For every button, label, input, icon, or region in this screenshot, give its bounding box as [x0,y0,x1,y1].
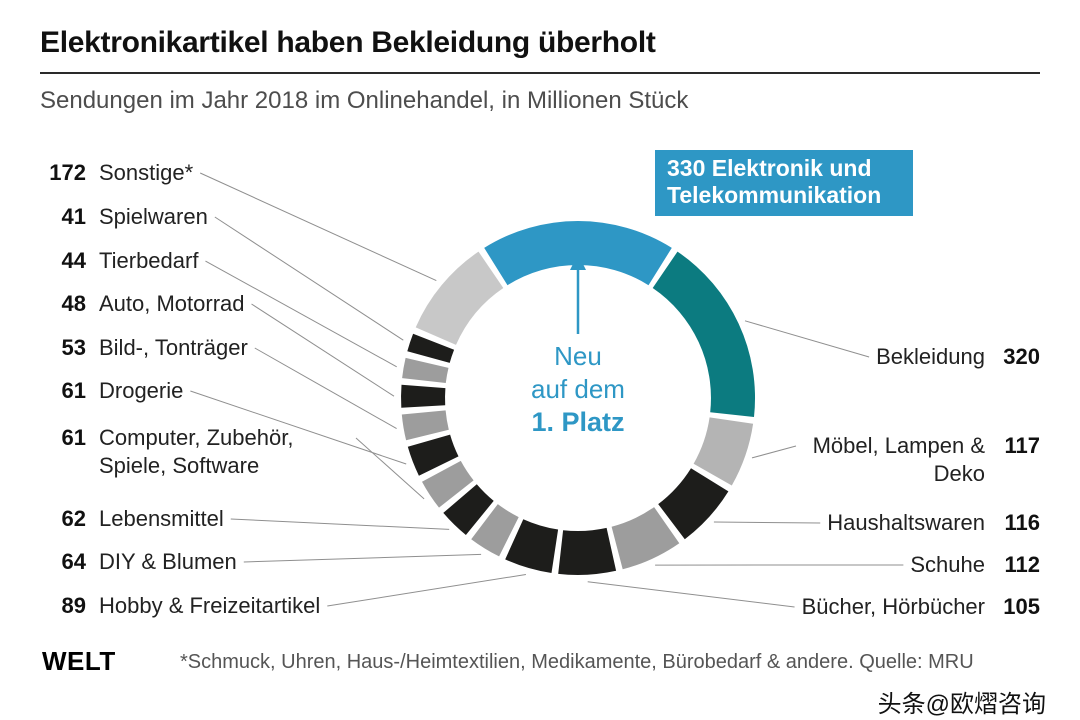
leader-line-auto [251,303,395,397]
category-label-lebensmittel: 62 Lebensmittel [38,505,224,533]
category-value: 172 [49,160,86,185]
donut-segment-diy [471,504,519,557]
category-name: Tierbedarf [99,248,199,273]
category-label-bild-tontraeger: 53 Bild-, Tonträger [38,334,248,362]
leader-line-haushaltswaren [713,521,821,524]
category-label-moebel: Möbel, Lampen & Deko 117 [803,432,1040,488]
category-label-diy: 64 DIY & Blumen [38,548,237,576]
leader-line-spielwaren [214,216,404,341]
category-name: DIY & Blumen [99,549,237,574]
donut-segment-moebel [693,417,754,486]
donut-segment-buecher [558,527,617,575]
donut-segment-tierbedarf [402,357,449,383]
category-value: 105 [1003,594,1040,619]
center-note-line2: auf dem [531,374,625,404]
category-name: Sonstige* [99,160,194,185]
header: Elektronikartikel haben Bekleidung überh… [40,26,1040,115]
category-name: Hobby & Freizeitartikel [99,593,321,618]
center-annotation: Neu auf dem 1. Platz [478,340,678,439]
category-value: 64 [61,549,86,574]
donut-segment-hobby [505,519,559,573]
category-label-sonstige: 172 Sonstige* [38,159,193,187]
category-name: Bild-, Tonträger [99,335,248,360]
donut-segment-sonstige [415,251,504,345]
category-label-schuhe: Schuhe 112 [910,551,1040,579]
category-value: 62 [61,506,86,531]
leader-line-bild [254,347,397,430]
category-name: Computer, Zubehör, Spiele, Software [99,425,294,478]
donut-segment-schuhe [611,507,680,570]
category-name: Auto, Motorrad [99,291,245,316]
category-name: Bekleidung [876,344,985,369]
donut-segment-haushaltswaren [658,468,729,540]
category-label-auto: 48 Auto, Motorrad [38,290,245,318]
category-name: Lebensmittel [99,506,224,531]
category-value: 89 [61,593,86,618]
callout-value: 330 [667,155,706,181]
category-value: 48 [61,291,86,316]
leader-line-sonstige [199,172,437,282]
leader-line-bekleidung [744,320,870,358]
category-value: 61 [61,378,86,403]
leader-line-hobby [327,574,526,607]
page-title: Elektronikartikel haben Bekleidung überh… [40,26,656,59]
category-value: 112 [1004,552,1041,577]
category-value: 116 [1004,510,1041,535]
category-label-buecher: Bücher, Hörbücher 105 [802,593,1040,621]
donut-segment-drogerie [407,434,459,476]
up-arrow-icon [570,254,586,270]
category-name: Schuhe [910,552,985,577]
welt-logo: WELT [42,646,116,676]
category-value: 61 [61,425,86,450]
center-note-line3: 1. Platz [531,407,625,437]
category-label-computer: 61 Computer, Zubehör, Spiele, Software [38,424,349,480]
category-label-tierbedarf: 44 Tierbedarf [38,247,199,275]
category-name: Bücher, Hörbücher [801,594,985,619]
category-name: Drogerie [99,378,184,403]
category-label-hobby: 89 Hobby & Freizeitartikel [38,592,321,620]
category-label-spielwaren: 41 Spielwaren [38,203,208,231]
center-note-line1: Neu [554,341,602,371]
leader-line-computer [355,437,425,500]
category-name: Haushaltswaren [827,510,985,535]
category-name: Möbel, Lampen & Deko [812,433,985,486]
category-value: 320 [1003,344,1040,369]
page-subtitle: Sendungen im Jahr 2018 im Onlinehandel, … [40,87,689,114]
donut-segment-spielwaren [407,333,455,363]
category-label-haushaltswaren: Haushaltswaren 116 [827,509,1040,537]
donut-segment-computer [422,460,474,508]
title-underline [40,72,1040,74]
donut-segment-elektronik [484,221,672,286]
footnote: *Schmuck, Uhren, Haus-/Heimtextilien, Me… [180,651,974,673]
leader-line-buecher [587,581,795,608]
category-name: Spielwaren [99,204,208,229]
callout-label: Elektronik und Telekommunikation [667,155,882,208]
watermark: 头条@欧熠咨询 [877,691,1046,718]
category-value: 41 [61,204,86,229]
donut-segment-auto [401,384,446,408]
category-label-drogerie: 61 Drogerie [38,377,184,405]
donut-segment-lebensmittel [443,484,494,535]
category-value: 44 [61,248,86,273]
leader-line-diy [243,553,482,563]
leader-line-lebensmittel [230,518,450,530]
category-value: 117 [1004,433,1041,458]
category-label-bekleidung: Bekleidung 320 [876,343,1040,371]
donut-segment-bild [401,410,449,441]
leader-line-moebel [751,445,797,459]
highlight-callout: 330 Elektronik und Telekommunikation [655,150,913,216]
category-value: 53 [61,335,86,360]
